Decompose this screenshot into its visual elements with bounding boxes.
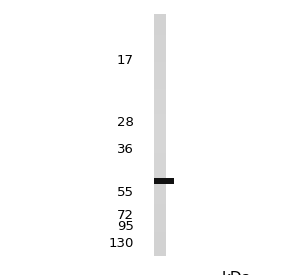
Bar xyxy=(154,138,166,141)
Bar xyxy=(154,26,166,29)
Bar xyxy=(154,74,166,77)
Bar xyxy=(154,35,166,38)
Bar xyxy=(154,235,166,238)
Bar xyxy=(154,65,166,68)
Bar xyxy=(154,229,166,232)
Bar xyxy=(154,92,166,95)
Bar xyxy=(154,89,166,92)
Bar xyxy=(154,192,166,195)
Bar xyxy=(154,108,166,111)
Bar xyxy=(154,178,174,184)
Bar xyxy=(154,189,166,192)
Bar xyxy=(154,168,166,171)
Bar xyxy=(154,17,166,20)
Bar xyxy=(154,132,166,135)
Bar xyxy=(154,29,166,32)
Bar xyxy=(154,144,166,147)
Bar xyxy=(154,111,166,114)
Text: 36: 36 xyxy=(117,143,134,156)
Bar xyxy=(154,195,166,198)
Bar xyxy=(154,114,166,117)
Bar xyxy=(154,213,166,216)
Bar xyxy=(154,180,166,183)
Bar xyxy=(154,222,166,226)
Bar xyxy=(154,219,166,222)
Bar xyxy=(154,162,166,165)
Bar xyxy=(154,120,166,123)
Bar xyxy=(154,135,166,138)
Bar xyxy=(154,126,166,129)
Bar xyxy=(154,216,166,219)
Bar xyxy=(154,210,166,213)
Bar xyxy=(154,147,166,150)
Bar xyxy=(154,153,166,156)
Bar xyxy=(154,101,166,104)
Bar xyxy=(154,14,166,17)
Text: 17: 17 xyxy=(117,54,134,67)
Bar xyxy=(154,123,166,126)
Bar xyxy=(154,32,166,35)
Text: 28: 28 xyxy=(117,116,134,129)
Bar xyxy=(154,23,166,26)
Bar xyxy=(154,241,166,244)
Bar xyxy=(154,204,166,207)
Bar xyxy=(154,177,166,180)
Bar xyxy=(154,159,166,162)
Bar xyxy=(154,68,166,71)
Bar xyxy=(154,244,166,247)
Bar xyxy=(154,56,166,59)
Bar xyxy=(154,232,166,235)
Bar xyxy=(154,50,166,53)
Bar xyxy=(154,83,166,86)
Bar xyxy=(154,201,166,204)
Bar xyxy=(154,117,166,120)
Bar xyxy=(154,71,166,74)
Bar xyxy=(154,38,166,41)
Bar xyxy=(154,198,166,201)
Bar xyxy=(154,250,166,253)
Bar xyxy=(154,41,166,44)
Bar xyxy=(154,141,166,144)
Bar xyxy=(154,150,166,153)
Bar xyxy=(154,226,166,229)
Bar xyxy=(154,183,166,186)
Bar xyxy=(154,129,166,132)
Bar xyxy=(154,62,166,65)
Bar xyxy=(154,165,166,168)
Bar xyxy=(154,171,166,174)
Bar xyxy=(154,47,166,50)
Text: 55: 55 xyxy=(117,186,134,199)
Bar xyxy=(154,20,166,23)
Bar xyxy=(154,44,166,47)
Bar xyxy=(154,156,166,159)
Bar xyxy=(154,104,166,108)
Bar xyxy=(154,86,166,89)
Bar xyxy=(154,247,166,250)
Bar xyxy=(154,95,166,98)
Bar xyxy=(154,98,166,101)
Text: kDa: kDa xyxy=(221,271,251,275)
Bar xyxy=(154,253,166,256)
Bar xyxy=(154,53,166,56)
Bar xyxy=(154,207,166,210)
Bar xyxy=(154,80,166,83)
Text: 72: 72 xyxy=(117,209,134,222)
Bar xyxy=(154,59,166,62)
Bar xyxy=(154,77,166,80)
Text: 130: 130 xyxy=(109,237,134,250)
Text: 95: 95 xyxy=(117,220,134,233)
Bar xyxy=(154,174,166,177)
Bar xyxy=(154,186,166,189)
Bar xyxy=(154,238,166,241)
